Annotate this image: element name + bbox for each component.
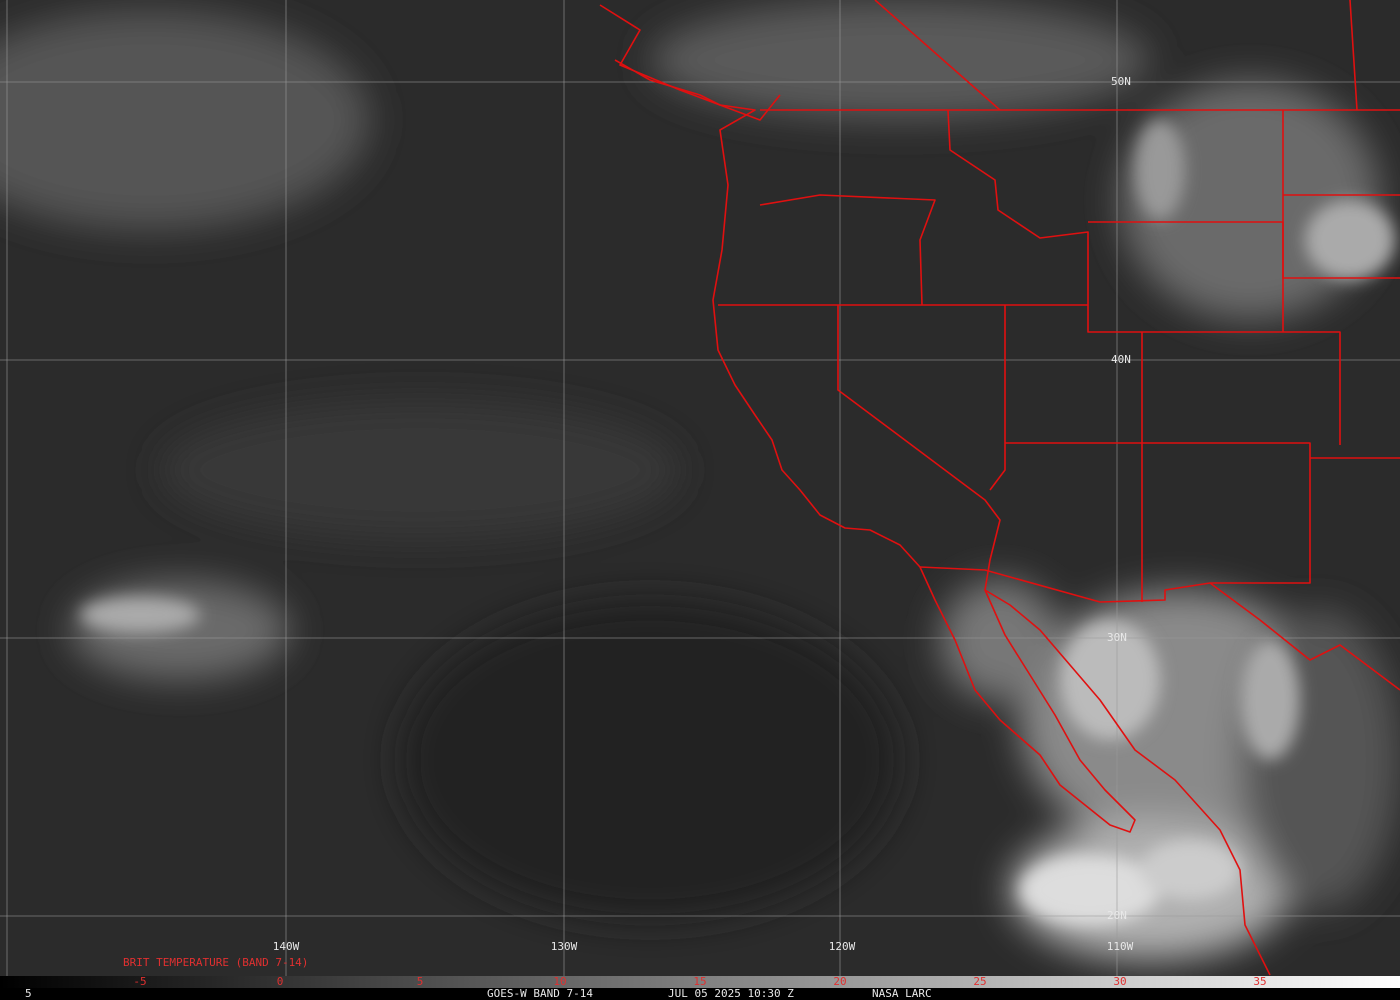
color-bar-tick-label: 10	[553, 975, 566, 988]
lon-labels: 140W 130W 120W 110W	[273, 940, 1134, 953]
color-bar-ticks: -5 0 5 10 15 20 25 30 35	[133, 975, 1266, 988]
lat-labels: 50N 40N 30N 20N	[1107, 75, 1131, 922]
lon-label: 110W	[1107, 940, 1134, 953]
footer-time: JUL 05 2025 10:30 Z	[668, 987, 794, 1000]
color-bar-tick-label: 35	[1253, 975, 1266, 988]
borders	[599, 0, 1400, 976]
lat-label: 50N	[1111, 75, 1131, 88]
lat-label: 30N	[1107, 631, 1127, 644]
lat-lon-grid	[0, 0, 1400, 976]
lat-label: 40N	[1111, 353, 1131, 366]
color-bar-tick-label: 25	[973, 975, 986, 988]
bright-clouds	[80, 120, 1395, 925]
lon-label: 130W	[551, 940, 578, 953]
footer-satellite: GOES-W BAND 7-14	[487, 987, 593, 1000]
color-bar-tick-label: 30	[1113, 975, 1126, 988]
footer-source: NASA LARC	[872, 987, 932, 1000]
color-bar-tick-label: 5	[417, 975, 424, 988]
color-bar	[0, 976, 1400, 988]
corner-label: 5	[25, 987, 32, 1000]
color-bar-tick-label: 20	[833, 975, 846, 988]
lon-label: 140W	[273, 940, 300, 953]
color-bar-tick-label: -5	[133, 975, 146, 988]
color-bar-tick-label: 0	[277, 975, 284, 988]
lat-label: 20N	[1107, 909, 1127, 922]
legend-title: BRIT TEMPERATURE (BAND 7-14)	[123, 956, 308, 969]
footer-strip	[0, 988, 1400, 1000]
color-bar-tick-label: 15	[693, 975, 706, 988]
lon-label: 120W	[829, 940, 856, 953]
